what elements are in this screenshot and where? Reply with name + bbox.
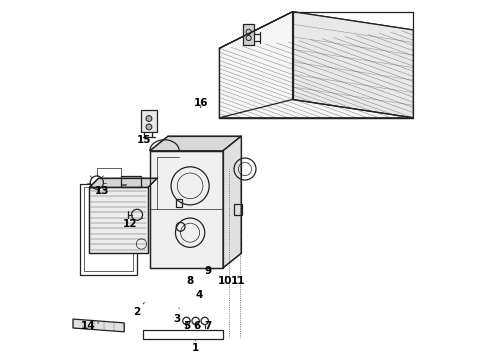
Bar bbox=[143, 330, 223, 339]
Circle shape bbox=[146, 124, 152, 130]
Bar bbox=[84, 187, 133, 271]
Text: 6: 6 bbox=[194, 321, 201, 331]
Text: 2: 2 bbox=[133, 303, 145, 317]
Text: 12: 12 bbox=[122, 219, 143, 229]
Polygon shape bbox=[90, 187, 148, 253]
Bar bbox=[243, 24, 254, 45]
Text: 9: 9 bbox=[205, 266, 212, 276]
Bar bbox=[234, 204, 242, 215]
Text: 16: 16 bbox=[194, 98, 208, 108]
Text: 4: 4 bbox=[196, 290, 203, 300]
Text: 8: 8 bbox=[187, 276, 194, 285]
Polygon shape bbox=[73, 319, 124, 332]
Polygon shape bbox=[220, 12, 414, 118]
Text: 11: 11 bbox=[230, 276, 245, 285]
Text: 15: 15 bbox=[137, 135, 151, 145]
Text: 13: 13 bbox=[95, 186, 110, 196]
Bar bbox=[176, 199, 182, 207]
Polygon shape bbox=[90, 178, 157, 187]
Text: 7: 7 bbox=[205, 321, 212, 331]
Bar bbox=[141, 111, 157, 132]
Bar bbox=[80, 184, 137, 275]
Bar bbox=[121, 176, 141, 187]
Text: 1: 1 bbox=[192, 339, 199, 353]
Text: 14: 14 bbox=[80, 321, 98, 331]
Polygon shape bbox=[150, 136, 242, 151]
Circle shape bbox=[146, 116, 152, 121]
Polygon shape bbox=[150, 151, 223, 268]
Text: 3: 3 bbox=[173, 308, 181, 324]
Polygon shape bbox=[293, 12, 414, 118]
Text: 5: 5 bbox=[183, 321, 190, 331]
Polygon shape bbox=[223, 136, 242, 268]
Text: 10: 10 bbox=[218, 276, 232, 285]
